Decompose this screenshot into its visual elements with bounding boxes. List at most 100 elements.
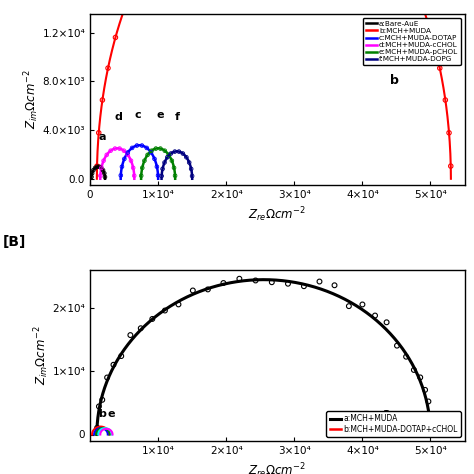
Point: [99, 166, 107, 174]
Point: [117, 172, 125, 179]
Point: [179, 150, 187, 157]
Point: [417, 374, 424, 381]
Point: [127, 331, 134, 339]
Point: [95, 129, 102, 137]
Point: [300, 283, 308, 290]
Legend: a:Bare-AuE, b:MCH+MUDA, c:MCH+MUDA-DOTAP, d:MCH+MUDA-cCHOL, e:MCH+MUDA-pCHOL, f:: a:Bare-AuE, b:MCH+MUDA, c:MCH+MUDA-DOTAP…: [363, 18, 461, 65]
Text: e: e: [108, 409, 115, 419]
Point: [120, 155, 128, 163]
Point: [331, 282, 338, 289]
Point: [236, 275, 243, 283]
Point: [371, 312, 379, 319]
Point: [109, 361, 117, 369]
Point: [118, 163, 126, 171]
Point: [345, 302, 353, 310]
Point: [97, 172, 104, 180]
Point: [100, 170, 108, 177]
Point: [204, 286, 212, 293]
Point: [167, 150, 175, 157]
Point: [95, 163, 103, 171]
Point: [143, 144, 151, 152]
Point: [171, 172, 179, 180]
Point: [93, 424, 101, 432]
Point: [93, 162, 101, 170]
Point: [445, 129, 453, 137]
Point: [107, 147, 114, 155]
Point: [152, 145, 160, 152]
Point: [161, 159, 168, 166]
Point: [425, 398, 432, 405]
Point: [120, 147, 128, 155]
Point: [137, 172, 145, 180]
Point: [103, 151, 110, 159]
Point: [447, 162, 455, 170]
Point: [151, 155, 158, 163]
Point: [284, 280, 292, 288]
Point: [98, 164, 105, 172]
Point: [93, 163, 101, 171]
Point: [316, 278, 323, 285]
Text: d: d: [115, 112, 122, 122]
Point: [148, 147, 155, 155]
Point: [158, 172, 165, 180]
Point: [138, 142, 146, 149]
Point: [402, 353, 410, 361]
Point: [90, 166, 97, 174]
Point: [91, 164, 99, 172]
Point: [161, 147, 169, 155]
Point: [112, 34, 119, 41]
Point: [170, 164, 178, 172]
Point: [156, 145, 164, 152]
Point: [252, 277, 259, 284]
Point: [161, 307, 169, 314]
Point: [144, 151, 151, 159]
Point: [187, 165, 195, 173]
Y-axis label: $\mathit{Z}_{im}$$\Omega$$cm^{-2}$: $\mathit{Z}_{im}$$\Omega$$cm^{-2}$: [22, 70, 41, 129]
Point: [127, 157, 135, 164]
Point: [188, 172, 196, 180]
Point: [98, 164, 105, 172]
Point: [99, 96, 106, 104]
Point: [121, 5, 128, 12]
Text: a: a: [98, 132, 106, 142]
Point: [419, 5, 427, 12]
X-axis label: $\mathit{Z}_{re}$$\Omega$$cm^{-2}$: $\mathit{Z}_{re}$$\Omega$$cm^{-2}$: [248, 461, 306, 474]
Point: [182, 154, 190, 161]
Point: [99, 396, 106, 404]
Point: [164, 154, 171, 161]
Point: [421, 386, 429, 394]
Text: b: b: [98, 409, 106, 419]
Point: [88, 170, 96, 177]
Point: [428, 34, 436, 41]
Point: [130, 172, 138, 180]
Point: [138, 164, 146, 172]
Point: [219, 279, 227, 287]
Point: [147, 149, 155, 156]
Point: [101, 173, 109, 181]
Point: [103, 374, 111, 381]
Point: [153, 163, 161, 171]
Point: [175, 301, 182, 308]
Point: [442, 96, 449, 104]
Text: c: c: [134, 110, 141, 120]
Point: [116, 145, 123, 152]
Point: [88, 173, 95, 181]
Text: a: a: [383, 408, 390, 418]
Point: [124, 149, 132, 156]
Point: [141, 157, 148, 164]
Point: [128, 144, 136, 152]
Point: [111, 145, 119, 152]
Point: [168, 157, 176, 164]
Text: f: f: [175, 112, 180, 122]
Point: [124, 151, 132, 159]
Text: e: e: [157, 110, 164, 120]
Point: [100, 157, 108, 164]
Point: [104, 64, 112, 72]
Point: [129, 164, 137, 172]
Point: [427, 421, 434, 428]
Point: [185, 159, 193, 166]
Legend: a:MCH+MUDA, b:MCH+MUDA-DOTAP+cCHOL: a:MCH+MUDA, b:MCH+MUDA-DOTAP+cCHOL: [327, 411, 461, 437]
Point: [165, 151, 173, 159]
Point: [95, 402, 103, 410]
Point: [154, 172, 162, 179]
